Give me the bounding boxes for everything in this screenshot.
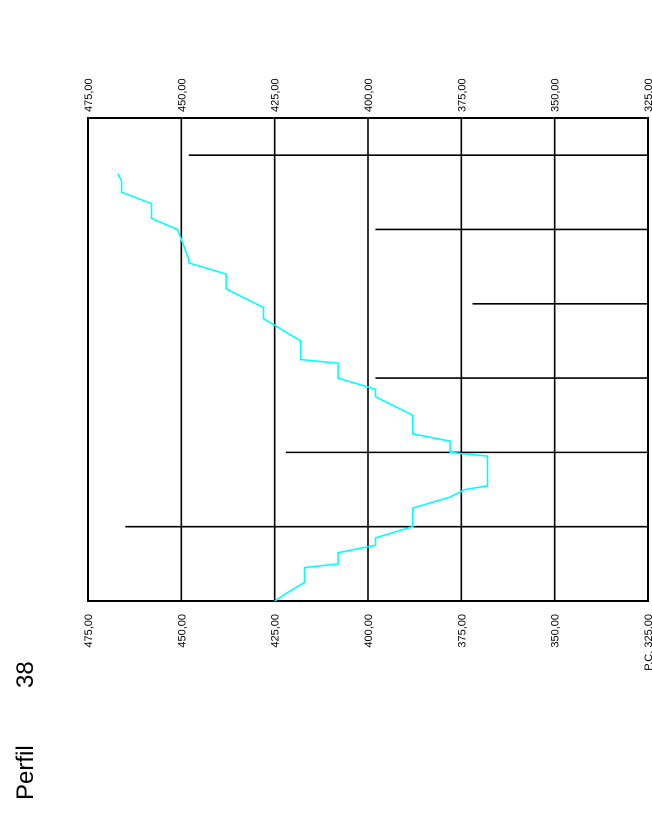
title-number: 38 bbox=[12, 661, 39, 688]
title-word: Perfil bbox=[12, 745, 39, 800]
tick-label: 475,00 bbox=[83, 78, 95, 112]
tick-label: 425,00 bbox=[270, 78, 282, 112]
chart-title: Perfil 38 bbox=[12, 661, 39, 800]
bottom-tick-labels: 475,00 450,00 425,00 400,00 375,00 350,00 P.C.… bbox=[83, 614, 652, 671]
tick-label: 450,00 bbox=[176, 614, 188, 648]
tick-label: 400,00 bbox=[363, 614, 375, 648]
profile-line bbox=[117, 173, 489, 602]
tick-label: 375,00 bbox=[456, 614, 468, 648]
top-tick-labels: 475,00 450,00 425,00 400,00 375,00 350,00 325,… bbox=[83, 78, 652, 112]
tick-label: P.C. 325,00 bbox=[643, 614, 652, 671]
tick-label: 475,00 bbox=[83, 614, 95, 648]
tick-label: 350,00 bbox=[550, 614, 562, 648]
tick-label: 350,00 bbox=[550, 78, 562, 112]
tick-label: 325,00 bbox=[643, 78, 652, 112]
station-lines bbox=[125, 154, 648, 528]
tick-label: 450,00 bbox=[176, 78, 188, 112]
tick-label: 400,00 bbox=[363, 78, 375, 112]
tick-label: 425,00 bbox=[270, 614, 282, 648]
tick-label: 375,00 bbox=[456, 78, 468, 112]
grid-lines bbox=[87, 118, 649, 601]
plot-frame bbox=[87, 117, 649, 602]
